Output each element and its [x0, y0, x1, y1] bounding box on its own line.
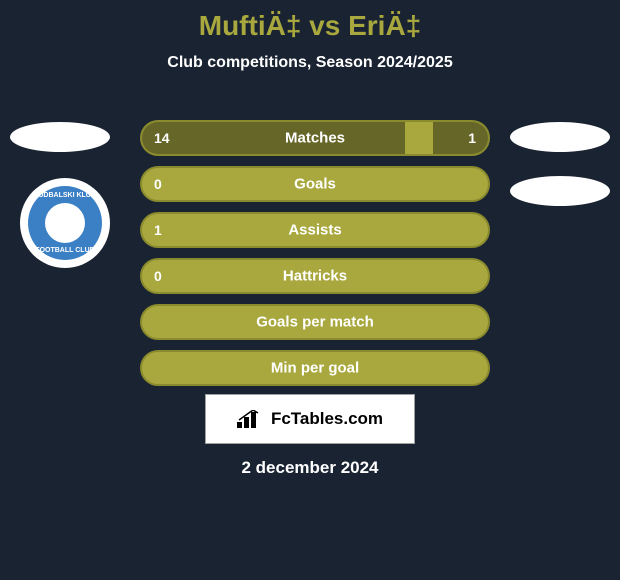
stat-bar: Min per goal [140, 350, 490, 386]
stat-value-right: 1 [468, 130, 476, 146]
placeholder-ellipse-right-2 [510, 176, 610, 206]
stat-bar: 0 Hattricks [140, 258, 490, 294]
stat-value-left: 1 [154, 222, 162, 238]
club-logo-center [45, 203, 85, 243]
page-title: MuftiÄ‡ vs EriÄ‡ [0, 0, 620, 42]
stat-label: Goals [294, 176, 336, 193]
page-subtitle: Club competitions, Season 2024/2025 [0, 54, 620, 72]
club-logo-top-text: FUDBALSKI KLUB [28, 192, 102, 199]
stat-bar-fill-left [142, 122, 405, 154]
footer-date: 2 december 2024 [0, 458, 620, 478]
stat-bar-fill-right [433, 122, 488, 154]
stat-bar: Goals per match [140, 304, 490, 340]
stat-label: Goals per match [256, 314, 374, 331]
source-badge-text: FcTables.com [271, 409, 383, 429]
club-logo-outer-ring: FUDBALSKI KLUB FOOTBALL CLUB [20, 178, 110, 268]
source-badge-icon [237, 410, 265, 428]
stat-value-left: 0 [154, 176, 162, 192]
stat-label: Assists [288, 222, 341, 239]
club-logo-inner-ring: FUDBALSKI KLUB FOOTBALL CLUB [28, 186, 102, 260]
stat-bar: 1 Assists [140, 212, 490, 248]
stat-label: Min per goal [271, 360, 359, 377]
placeholder-ellipse-left [10, 122, 110, 152]
stat-label: Matches [285, 130, 345, 147]
placeholder-ellipse-right-1 [510, 122, 610, 152]
stat-bar: 0 Goals [140, 166, 490, 202]
source-badge: FcTables.com [205, 394, 415, 444]
stat-value-left: 0 [154, 268, 162, 284]
club-logo: FUDBALSKI KLUB FOOTBALL CLUB [20, 178, 110, 268]
stat-bar: 14 Matches 1 [140, 120, 490, 156]
stat-value-left: 14 [154, 130, 170, 146]
stat-label: Hattricks [283, 268, 347, 285]
comparison-bars: 14 Matches 1 0 Goals 1 Assists 0 Hattricks Goals … [140, 120, 490, 396]
club-logo-bottom-text: FOOTBALL CLUB [28, 247, 102, 254]
